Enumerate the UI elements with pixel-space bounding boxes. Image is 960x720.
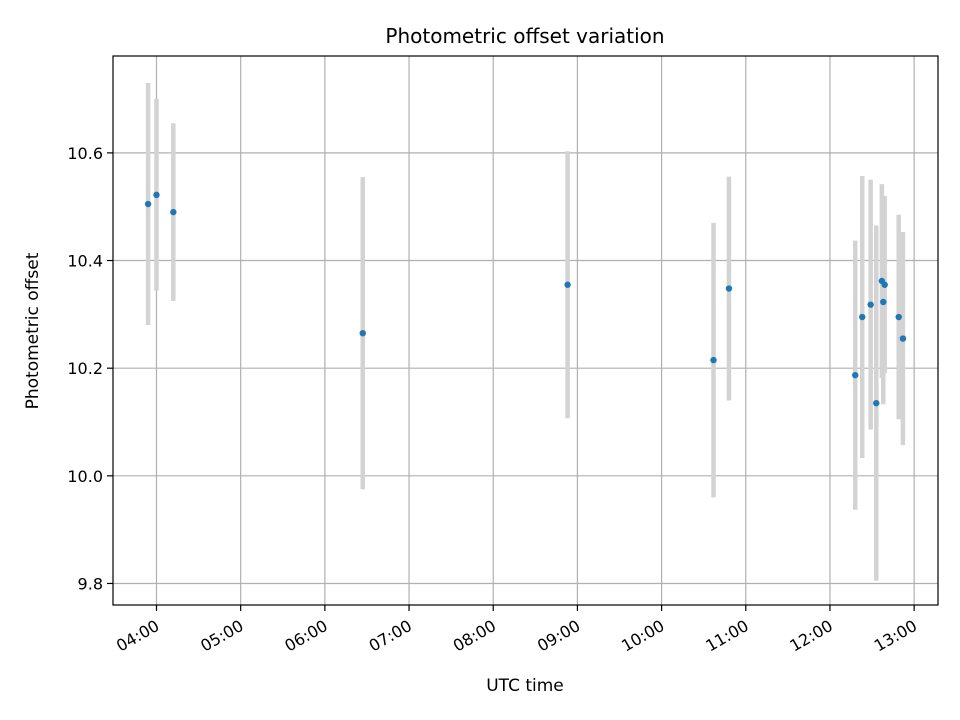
y-tick-label: 10.4 bbox=[67, 252, 103, 271]
data-point bbox=[153, 191, 160, 199]
y-tick-label: 9.8 bbox=[78, 574, 103, 593]
data-point bbox=[899, 335, 907, 342]
y-axis-label: Photometric offset bbox=[23, 252, 43, 409]
data-point bbox=[859, 313, 866, 321]
y-tick-label: 10.6 bbox=[67, 144, 103, 163]
y-axis-ticks: 9.8 10.0 10.2 10.4 10.6 bbox=[67, 144, 113, 593]
data-point bbox=[170, 208, 177, 216]
data-point bbox=[144, 200, 152, 208]
grid bbox=[113, 56, 938, 605]
chart-title: Photometric offset variation bbox=[385, 24, 664, 48]
data-point bbox=[895, 313, 902, 321]
data-points bbox=[144, 191, 907, 407]
plot-frame bbox=[112, 55, 939, 606]
data-point bbox=[710, 356, 717, 364]
data-point bbox=[873, 399, 880, 407]
data-point bbox=[564, 281, 571, 288]
data-point bbox=[867, 301, 874, 308]
data-point bbox=[725, 285, 733, 292]
x-axis-label: UTC time bbox=[486, 676, 564, 696]
data-point bbox=[880, 298, 887, 306]
data-point bbox=[852, 371, 859, 379]
data-point bbox=[881, 281, 888, 288]
data-point bbox=[359, 329, 366, 337]
y-tick-label: 10.2 bbox=[67, 359, 103, 378]
y-tick-label: 10.0 bbox=[67, 467, 103, 486]
